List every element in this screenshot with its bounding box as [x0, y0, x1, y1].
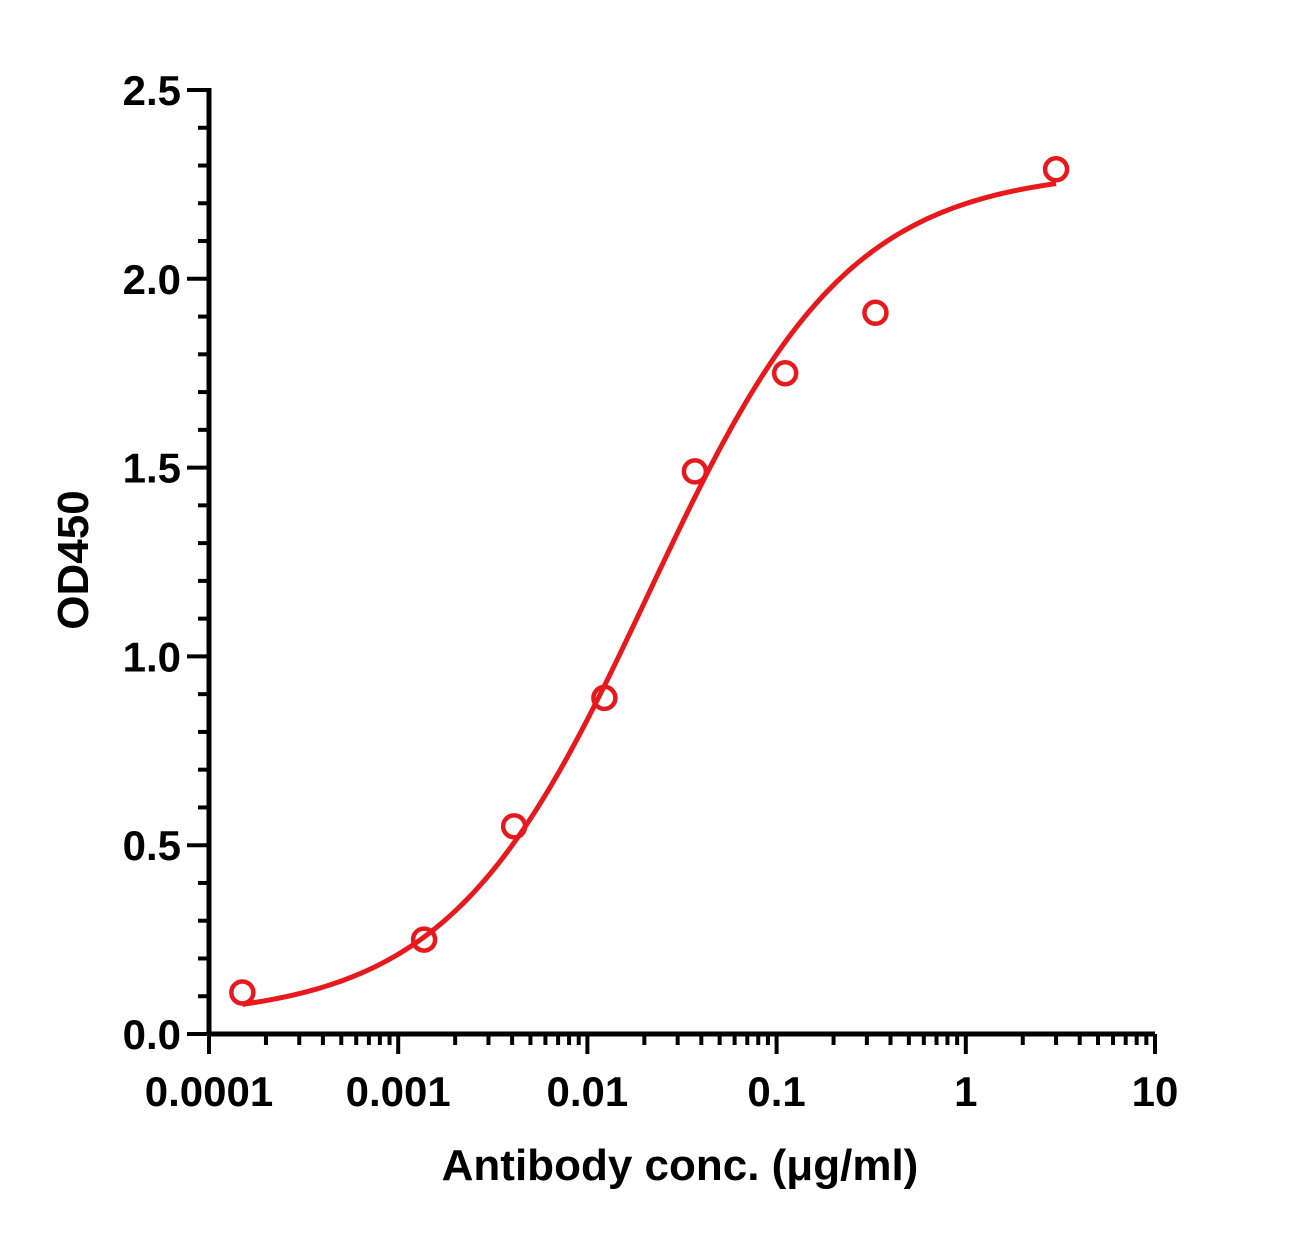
data-point — [862, 299, 889, 327]
x-axis-title: Antibody conc. (μg/ml) — [442, 1141, 919, 1190]
fit-curve-layer — [241, 181, 1057, 1007]
data-point — [771, 359, 799, 387]
x-tick-label: 0.0001 — [145, 1068, 273, 1115]
data-point — [500, 813, 528, 840]
ticks-layer — [187, 88, 1157, 1054]
x-tick-label: 10 — [1132, 1068, 1179, 1115]
y-tick-label: 1.5 — [123, 445, 181, 492]
y-tick-label: 1.0 — [123, 633, 181, 680]
data-point — [410, 926, 438, 953]
x-tick-label: 0.1 — [747, 1068, 805, 1115]
y-tick-label: 0.0 — [123, 1011, 181, 1058]
data-point — [681, 458, 709, 485]
y-tick-label: 2.5 — [123, 67, 181, 114]
x-tick-label: 1 — [954, 1068, 977, 1115]
y-tick-label: 0.5 — [123, 822, 181, 869]
data-points-layer — [229, 156, 1070, 1006]
axes-layer — [206, 88, 1155, 1037]
data-point — [229, 979, 256, 1006]
x-tick-label: 0.01 — [547, 1068, 629, 1115]
y-axis-title: OD450 — [49, 490, 98, 629]
data-point — [1042, 156, 1070, 183]
x-tick-label: 0.001 — [346, 1068, 451, 1115]
fit-curve — [241, 181, 1057, 1007]
data-point — [591, 684, 618, 712]
y-tick-label: 2.0 — [123, 256, 181, 303]
tick-labels-layer: 0.0 0.5 1.0 1.5 2.0 2.5 0.0001 0.001 0.01 0.1 1 10 — [123, 67, 1179, 1115]
